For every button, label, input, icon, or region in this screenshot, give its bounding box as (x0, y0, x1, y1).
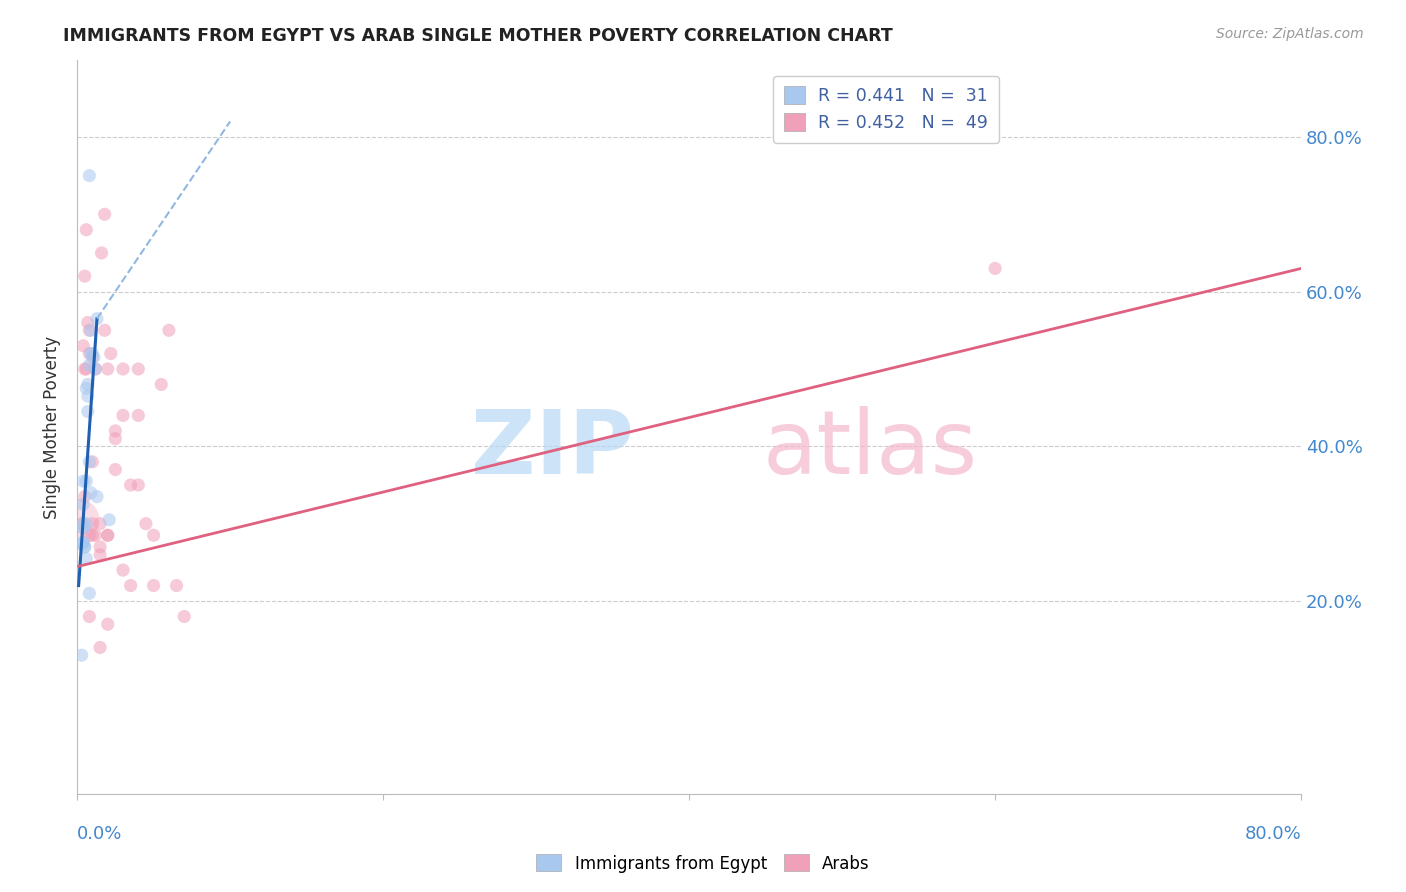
Point (127, 409, 149, 423)
Point (76, 389, 98, 403)
Y-axis label: Single Mother Poverty: Single Mother Poverty (44, 335, 60, 518)
Point (79, 455, 101, 469)
Point (84, 362, 107, 376)
Point (72, 497, 94, 511)
Point (73, 540, 96, 554)
Text: Source: ZipAtlas.com: Source: ZipAtlas.com (1216, 27, 1364, 41)
Point (84, 362, 107, 376)
Point (82, 455, 104, 469)
Point (76, 377, 98, 392)
Point (104, 462, 127, 476)
Point (120, 478, 142, 492)
Point (86, 311, 108, 326)
Point (89, 516, 111, 531)
Point (120, 578, 142, 592)
Legend: Immigrants from Egypt, Arabs: Immigrants from Egypt, Arabs (530, 847, 876, 880)
Point (79, 586, 101, 600)
Point (93, 207, 115, 221)
Point (79, 358, 101, 372)
Legend: R = 0.441   N =  31, R = 0.452   N =  49: R = 0.441 N = 31, R = 0.452 N = 49 (773, 76, 998, 143)
Point (70, 516, 93, 531)
Point (89, 548, 111, 562)
Point (89, 540, 111, 554)
Point (97, 617, 120, 632)
Point (72, 516, 94, 531)
Point (75, 381, 97, 395)
Point (75, 516, 97, 531)
Point (93, 323, 115, 337)
Point (90, 246, 112, 260)
Text: 0.0%: 0.0% (77, 825, 122, 843)
Point (75, 223, 97, 237)
Point (75, 362, 97, 376)
Point (89, 640, 111, 655)
Point (104, 432, 127, 446)
Point (127, 362, 149, 376)
Point (98, 513, 121, 527)
Point (80, 346, 103, 360)
Point (73, 540, 96, 554)
Text: atlas: atlas (762, 406, 977, 492)
Point (100, 346, 122, 360)
Point (82, 346, 104, 360)
Point (76, 316, 98, 330)
Text: 80.0%: 80.0% (1244, 825, 1301, 843)
Point (166, 578, 188, 592)
Point (79, 169, 101, 183)
Point (79, 346, 101, 360)
Point (97, 362, 120, 376)
Point (72, 474, 94, 488)
Text: IMMIGRANTS FROM EGYPT VS ARAB SINGLE MOTHER POVERTY CORRELATION CHART: IMMIGRANTS FROM EGYPT VS ARAB SINGLE MOT… (63, 27, 893, 45)
Point (86, 490, 108, 504)
Point (111, 563, 134, 577)
Point (111, 409, 134, 423)
Point (142, 578, 165, 592)
Point (72, 339, 94, 353)
Point (80, 323, 103, 337)
Point (82, 528, 104, 542)
Point (104, 424, 127, 438)
Point (73, 362, 96, 376)
Point (80, 485, 103, 500)
Point (73, 269, 96, 284)
Point (82, 351, 104, 365)
Point (157, 323, 180, 337)
Point (79, 609, 101, 624)
Point (83, 351, 105, 365)
Point (70, 536, 93, 550)
Point (72, 520, 94, 534)
Point (75, 551, 97, 566)
Point (73, 490, 96, 504)
Point (127, 478, 149, 492)
Point (84, 528, 107, 542)
Point (67, 513, 90, 527)
Point (75, 474, 97, 488)
Point (72, 536, 94, 550)
Point (76, 404, 98, 418)
Point (150, 377, 173, 392)
Point (984, 261, 1007, 276)
Point (79, 323, 101, 337)
Point (111, 362, 134, 376)
Point (97, 528, 120, 542)
Point (82, 516, 104, 531)
Point (97, 528, 120, 542)
Point (79, 528, 101, 542)
Point (72, 536, 94, 550)
Point (70, 648, 93, 663)
Point (142, 528, 165, 542)
Point (135, 516, 157, 531)
Point (72, 520, 94, 534)
Point (173, 609, 195, 624)
Text: ZIP: ZIP (471, 406, 634, 492)
